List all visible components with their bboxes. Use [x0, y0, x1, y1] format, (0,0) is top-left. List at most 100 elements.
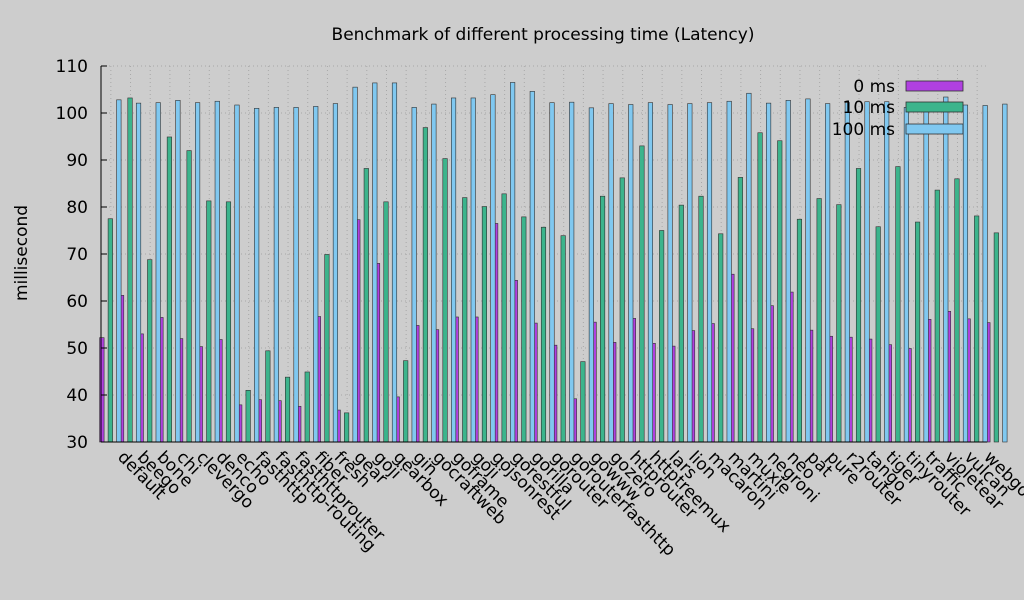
bar-100ms-17 [451, 97, 457, 443]
bar-10ms-7 [245, 389, 251, 443]
bar-100ms-45 [1002, 103, 1008, 443]
bar-100ms-9 [293, 107, 299, 443]
bar-0ms-0 [99, 337, 105, 443]
bar-10ms-41 [915, 221, 921, 443]
bar-100ms-2 [155, 102, 161, 443]
bar-100ms-10 [313, 106, 319, 443]
bar-100ms-34 [785, 100, 791, 443]
bar-10ms-5 [206, 200, 212, 443]
bar-10ms-40 [895, 166, 901, 443]
bar-10ms-16 [422, 127, 428, 443]
bar-10ms-1 [127, 97, 133, 443]
bar-100ms-12 [352, 86, 358, 443]
legend-label: 10 ms [843, 98, 896, 118]
bar-100ms-1 [135, 102, 142, 443]
bar-10ms-8 [265, 350, 271, 443]
bar-10ms-29 [678, 204, 684, 443]
bar-100ms-27 [647, 102, 653, 443]
bar-10ms-26 [619, 177, 625, 443]
legend-swatch [905, 123, 964, 135]
bar-10ms-18 [462, 197, 468, 443]
legend-swatch [905, 80, 964, 92]
bar-10ms-32 [737, 177, 743, 443]
bar-100ms-40 [903, 107, 909, 443]
bar-100ms-21 [529, 91, 535, 443]
bar-10ms-17 [442, 158, 448, 443]
bar-100ms-35 [805, 98, 811, 443]
legend-swatch [905, 101, 964, 113]
y-tick-label: 40 [66, 386, 88, 406]
bar-100ms-5 [214, 100, 220, 443]
bar-100ms-36 [825, 103, 831, 443]
bar-10ms-10 [304, 371, 310, 443]
bar-10ms-37 [836, 204, 842, 443]
bar-100ms-4 [195, 102, 201, 443]
y-axis-label: millisecond [12, 205, 32, 301]
y-tick-label: 90 [66, 151, 88, 171]
bar-10ms-20 [501, 193, 507, 443]
bar-10ms-2 [147, 259, 153, 443]
bar-100ms-22 [549, 102, 555, 443]
bar-10ms-14 [383, 201, 389, 443]
bar-100ms-6 [234, 104, 240, 443]
bar-10ms-28 [659, 230, 665, 443]
y-tick-label: 30 [66, 433, 88, 453]
axes [100, 65, 987, 443]
bar-10ms-19 [481, 206, 487, 443]
y-tick-label: 100 [56, 104, 88, 124]
bar-100ms-42 [943, 96, 949, 443]
bar-100ms-31 [726, 100, 732, 443]
x-tick-labels: defaultbeegobonechiclevergodencoechofast… [113, 447, 1024, 560]
chart-title: Benchmark of different processing time (… [332, 25, 755, 45]
bar-10ms-9 [284, 376, 291, 443]
bar-100ms-44 [982, 105, 988, 443]
bar-10ms-21 [521, 216, 527, 443]
bar-100ms-25 [608, 103, 614, 443]
bar-10ms-3 [166, 136, 172, 443]
bar-10ms-35 [796, 218, 803, 443]
bar-10ms-15 [403, 360, 409, 443]
bar-10ms-24 [580, 361, 586, 443]
bar-100ms-20 [510, 82, 516, 443]
y-tick-label: 110 [56, 57, 88, 77]
bar-10ms-38 [855, 168, 862, 443]
bar-10ms-12 [344, 412, 350, 443]
bar-100ms-41 [923, 104, 929, 443]
y-tick-label: 80 [66, 198, 88, 218]
bar-10ms-22 [540, 226, 547, 443]
bar-100ms-16 [431, 103, 437, 443]
bar-100ms-33 [766, 102, 772, 443]
bar-10ms-23 [560, 235, 566, 443]
bar-10ms-43 [954, 178, 960, 443]
bar-10ms-6 [225, 201, 232, 443]
bar-10ms-34 [777, 140, 783, 443]
bar-100ms-43 [962, 104, 969, 443]
bar-100ms-29 [687, 103, 693, 443]
bar-100ms-26 [628, 104, 634, 443]
bar-100ms-14 [391, 82, 398, 443]
bar-100ms-11 [332, 103, 338, 443]
bar-10ms-36 [816, 198, 822, 443]
bar-100ms-30 [706, 102, 713, 443]
bar-10ms-33 [757, 132, 763, 443]
bar-100ms-37 [844, 102, 850, 443]
bar-100ms-32 [746, 92, 752, 443]
legend-label: 100 ms [832, 120, 895, 140]
bar-10ms-31 [718, 233, 724, 443]
bar-100ms-7 [254, 108, 260, 443]
bar-10ms-11 [324, 254, 330, 443]
y-tick-label: 50 [66, 339, 88, 359]
bar-10ms-30 [698, 195, 704, 443]
bar-100ms-38 [864, 101, 870, 443]
bar-100ms-18 [470, 97, 476, 443]
y-tick-labels: 30 40 50 60 70 80 90 100 110 [56, 57, 88, 453]
bar-10ms-13 [363, 168, 369, 443]
bar-100ms-0 [116, 99, 122, 443]
bar-10ms-0 [107, 218, 113, 443]
bar-100ms-19 [490, 94, 496, 443]
bar-100ms-23 [569, 101, 575, 443]
bar-100ms-39 [884, 101, 890, 443]
bar-10ms-44 [974, 215, 980, 443]
